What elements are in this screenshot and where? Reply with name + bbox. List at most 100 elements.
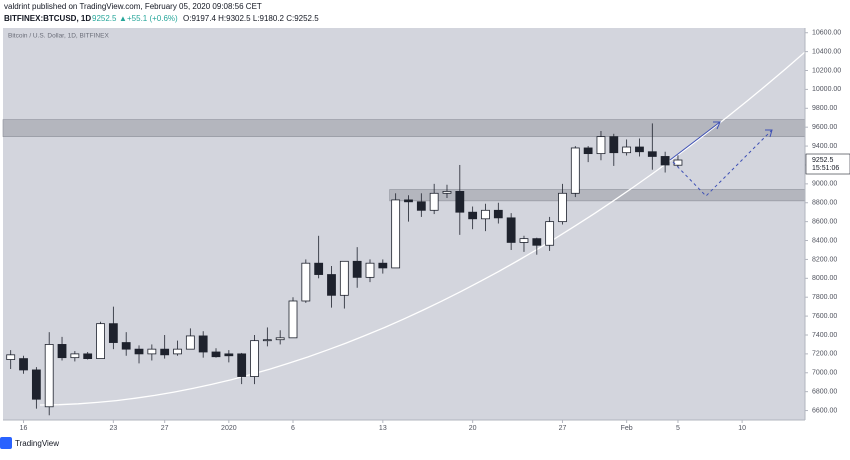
candle-body [481, 209, 490, 220]
candle-body [404, 199, 413, 203]
candle-body [121, 342, 131, 350]
candle-body [185, 335, 195, 350]
x-tick-label: 10 [738, 425, 746, 432]
candle-body [134, 348, 144, 355]
y-tick-label: 8000.00 [812, 275, 837, 282]
x-tick-label: 23 [109, 425, 117, 432]
last-price: 9252.5 [92, 14, 117, 23]
candle-body [211, 351, 221, 358]
candle-body [570, 147, 580, 194]
x-tick-label: 2020 [221, 425, 237, 432]
arrow-head [713, 121, 721, 130]
x-tick-label: 20 [469, 425, 477, 432]
y-tick-label: 6800.00 [812, 389, 837, 396]
candle-body [224, 353, 234, 357]
candle-body [262, 339, 272, 342]
candle-body [365, 262, 375, 278]
y-tick-label: 7200.00 [812, 351, 837, 358]
change-arrow: ▲ [119, 14, 127, 23]
candle-body [545, 221, 555, 246]
y-tick-label: 8600.00 [812, 218, 837, 225]
candle-body [506, 217, 516, 243]
candle-body [609, 136, 619, 154]
y-tick-label: 7000.00 [812, 370, 837, 377]
candle-body [301, 262, 311, 302]
candle-body [314, 262, 324, 275]
watermark: Bitcoin / U.S. Dollar, 1D, BITFINEX [8, 33, 109, 40]
x-tick-label: 27 [559, 425, 567, 432]
candle-body [442, 191, 452, 194]
candle-body [96, 323, 105, 360]
brand: TradingView [15, 439, 59, 448]
y-tick-label: 8200.00 [812, 256, 837, 263]
candle-body [31, 369, 41, 400]
countdown: 15:51:06 [812, 165, 839, 172]
y-tick-label: 10000.00 [812, 86, 841, 93]
candle-body [44, 344, 54, 408]
y-tick-label: 9800.00 [812, 105, 837, 112]
candle-body [147, 348, 157, 355]
candle-body [378, 262, 388, 269]
arrow-head [765, 129, 773, 138]
candle-body [160, 348, 170, 356]
y-tick-label: 7800.00 [812, 294, 837, 301]
candle-body [519, 238, 529, 243]
candle-body [416, 201, 426, 211]
candle-body [339, 260, 349, 296]
y-tick-label: 7400.00 [812, 332, 837, 339]
x-tick-label: 5 [676, 425, 680, 432]
y-tick-label: 8400.00 [812, 237, 837, 244]
candle-body [455, 191, 465, 213]
candle-body [493, 209, 503, 219]
candle-body [327, 274, 336, 296]
x-tick-label: 13 [379, 425, 387, 432]
candle-body [275, 337, 285, 341]
symbol: BITFINEX:BTCUSD, 1D [4, 14, 91, 23]
ohlc: O:9197.4 H:9302.5 L:9180.2 C:9252.5 [183, 14, 319, 23]
candle-body [673, 159, 683, 166]
candle-body [57, 344, 67, 359]
candle-body [429, 192, 439, 211]
x-tick-label: 27 [161, 425, 169, 432]
publisher: valdrint published on TradingView.com, F… [4, 2, 262, 11]
parabola [39, 51, 806, 406]
zone [2, 119, 806, 137]
candle-body [288, 300, 298, 339]
brand-logo [0, 437, 12, 449]
x-tick-label: 16 [20, 425, 28, 432]
candle-body [83, 353, 93, 360]
y-tick-label: 9600.00 [812, 124, 837, 131]
zone [389, 189, 806, 202]
price-label: 9252.5 [812, 157, 834, 164]
candle-body [558, 192, 567, 223]
candle-body [635, 146, 644, 153]
change: +55.1 (+0.6%) [127, 14, 178, 23]
plot-area [3, 28, 805, 420]
candle-body [622, 146, 632, 154]
drawings [669, 121, 773, 197]
candle-body [173, 348, 182, 355]
projection [672, 129, 773, 197]
candle-body [19, 358, 28, 371]
y-tick-label: 9400.00 [812, 143, 837, 150]
candle-body [660, 156, 670, 166]
candle-body [108, 323, 118, 343]
y-tick-label: 10200.00 [812, 67, 841, 74]
y-tick-label: 9000.00 [812, 181, 837, 188]
y-tick-label: 10400.00 [812, 48, 841, 55]
arrow-up [669, 121, 721, 161]
candle-body [70, 353, 80, 359]
candle-body [468, 211, 478, 220]
candle-body [583, 147, 593, 155]
y-tick-label: 10600.00 [812, 30, 841, 37]
candle-body [198, 335, 208, 353]
candle-body [391, 199, 401, 269]
y-tick-label: 7600.00 [812, 313, 837, 320]
price-label-box [805, 153, 850, 175]
x-tick-label: 6 [291, 425, 295, 432]
candle-body [647, 151, 657, 157]
candle-body [532, 238, 542, 246]
x-tick-label: Feb [621, 425, 633, 432]
